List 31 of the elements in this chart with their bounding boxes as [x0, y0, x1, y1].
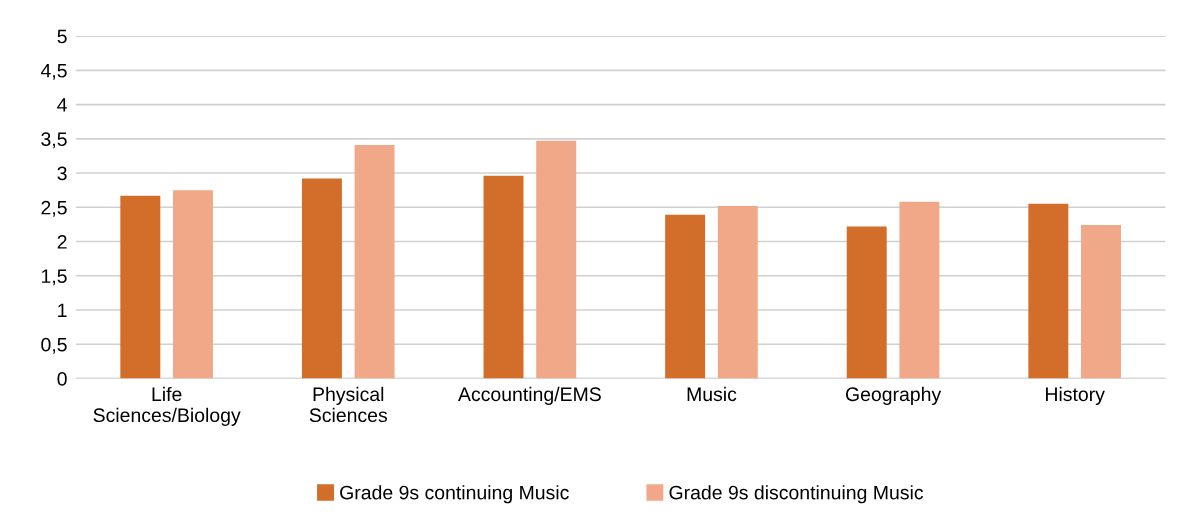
y-tick-label: 1	[58, 303, 67, 318]
bar	[1028, 203, 1069, 379]
bar	[846, 226, 887, 379]
y-tick-label: 0	[57, 371, 67, 386]
y-tick-label: 3,5	[41, 132, 67, 149]
bar	[1081, 225, 1121, 379]
bar	[354, 144, 395, 379]
y-tick-label: 5	[57, 29, 67, 44]
x-tick-label: Accounting/EMS	[458, 386, 601, 405]
legend-label: Grade 9s continuing Music	[340, 485, 569, 504]
y-tick-label: 4	[57, 98, 67, 112]
y-tick-label: 2,5	[41, 200, 67, 217]
bar	[483, 175, 524, 379]
bar	[173, 190, 213, 379]
x-tick-label: Life Sciences/Biology	[93, 386, 241, 426]
legend-label: Grade 9s discontinuing Music	[669, 485, 924, 504]
y-tick-label: 3	[57, 166, 67, 181]
x-tick-label: History	[1046, 386, 1105, 405]
bar	[536, 140, 577, 379]
y-tick-label: 2	[57, 235, 67, 249]
bar	[120, 195, 161, 379]
bar	[665, 214, 706, 379]
bar	[301, 178, 342, 379]
bar	[899, 201, 940, 379]
y-tick-label: 1,5	[41, 269, 67, 286]
x-tick-label: Physical Sciences	[309, 386, 388, 423]
x-tick-label: Geography	[845, 386, 942, 405]
x-tick-label: Music	[687, 386, 737, 402]
y-tick-label: 4,5	[40, 63, 67, 80]
bar	[717, 205, 758, 379]
y-tick-label: 0,5	[41, 337, 67, 354]
